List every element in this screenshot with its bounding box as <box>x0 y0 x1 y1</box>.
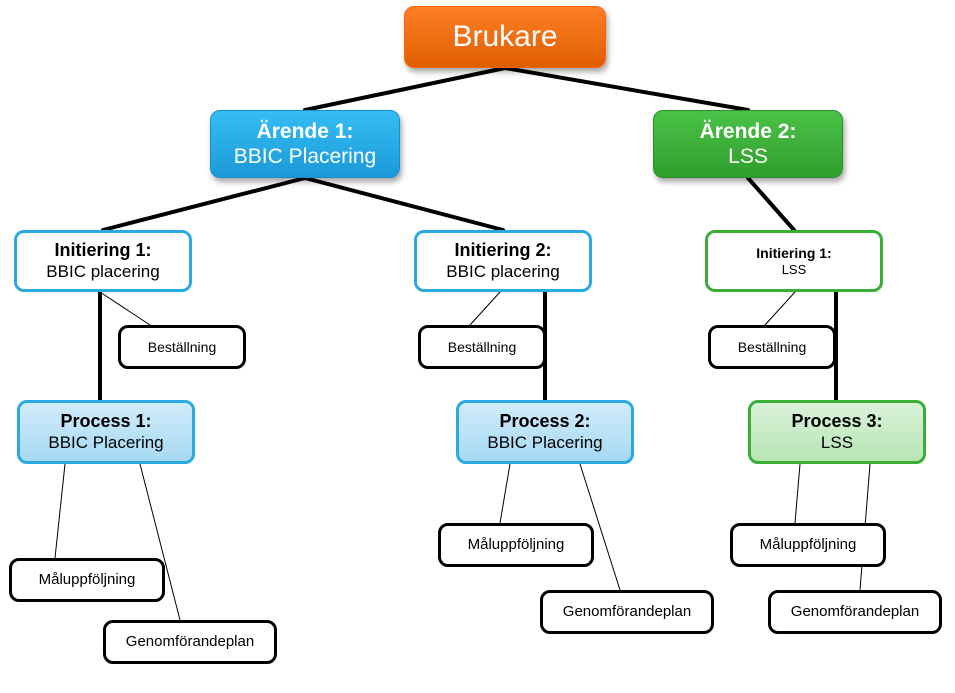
node-title: Initiering 1: <box>54 240 151 262</box>
node-subtitle: BBIC Placering <box>48 433 163 453</box>
node-gen2: Genomförandeplan <box>540 590 714 634</box>
node-subtitle: LSS <box>821 433 853 453</box>
node-arende1: Ärende 1:BBIC Placering <box>210 110 400 178</box>
node-arende2: Ärende 2:LSS <box>653 110 843 178</box>
node-title: Process 3: <box>791 411 882 433</box>
node-mal3: Måluppföljning <box>730 523 886 567</box>
node-title: Initiering 1: <box>756 245 831 262</box>
node-label: Brukare <box>452 19 557 55</box>
node-title: Ärende 2: <box>700 119 797 144</box>
node-subtitle: BBIC placering <box>446 262 559 282</box>
node-init2: Initiering 2:BBIC placering <box>414 230 592 292</box>
node-title: Process 1: <box>60 411 151 433</box>
node-proc1: Process 1:BBIC Placering <box>17 400 195 464</box>
node-proc3: Process 3:LSS <box>748 400 926 464</box>
node-mal1: Måluppföljning <box>9 558 165 602</box>
node-label: Genomförandeplan <box>563 603 691 621</box>
node-subtitle: BBIC Placering <box>487 433 602 453</box>
node-label: Måluppföljning <box>760 536 857 554</box>
node-mal2: Måluppföljning <box>438 523 594 567</box>
node-label: Beställning <box>738 339 807 356</box>
node-label: Genomförandeplan <box>791 603 919 621</box>
node-title: Ärende 1: <box>257 119 354 144</box>
node-label: Beställning <box>448 339 517 356</box>
node-title: Initiering 2: <box>454 240 551 262</box>
node-gen1: Genomförandeplan <box>103 620 277 664</box>
diagram-canvas: BrukareÄrende 1:BBIC PlaceringÄrende 2:L… <box>0 0 955 693</box>
node-title: Process 2: <box>499 411 590 433</box>
node-proc2: Process 2:BBIC Placering <box>456 400 634 464</box>
node-subtitle: BBIC Placering <box>234 144 376 169</box>
node-subtitle: BBIC placering <box>46 262 159 282</box>
node-best3: Beställning <box>708 325 836 369</box>
node-subtitle: LSS <box>728 144 768 169</box>
node-subtitle: LSS <box>782 262 807 278</box>
node-gen3: Genomförandeplan <box>768 590 942 634</box>
node-label: Beställning <box>148 339 217 356</box>
node-label: Måluppföljning <box>39 571 136 589</box>
node-best1: Beställning <box>118 325 246 369</box>
node-best2: Beställning <box>418 325 546 369</box>
node-label: Genomförandeplan <box>126 633 254 651</box>
node-init1: Initiering 1:BBIC placering <box>14 230 192 292</box>
node-init3: Initiering 1:LSS <box>705 230 883 292</box>
node-brukare: Brukare <box>404 6 606 68</box>
node-label: Måluppföljning <box>468 536 565 554</box>
